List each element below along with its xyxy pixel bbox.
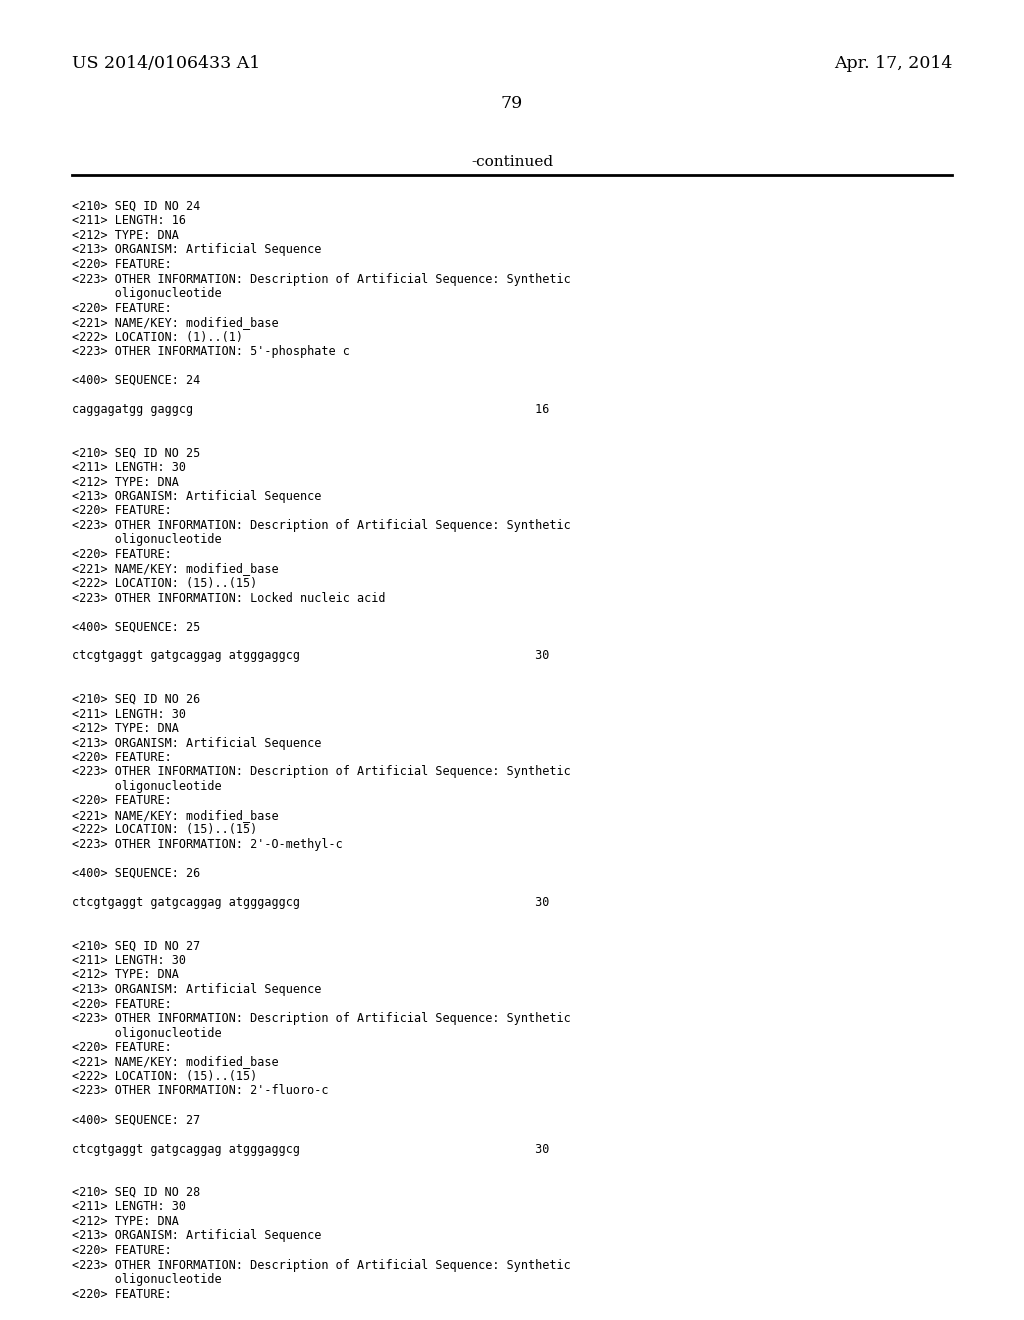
Text: <220> FEATURE:: <220> FEATURE: [72, 301, 172, 314]
Text: <211> LENGTH: 30: <211> LENGTH: 30 [72, 954, 186, 968]
Text: <213> ORGANISM: Artificial Sequence: <213> ORGANISM: Artificial Sequence [72, 737, 322, 750]
Text: <223> OTHER INFORMATION: 2'-O-methyl-c: <223> OTHER INFORMATION: 2'-O-methyl-c [72, 838, 343, 851]
Text: <400> SEQUENCE: 25: <400> SEQUENCE: 25 [72, 620, 201, 634]
Text: <211> LENGTH: 16: <211> LENGTH: 16 [72, 214, 186, 227]
Text: <223> OTHER INFORMATION: Description of Artificial Sequence: Synthetic: <223> OTHER INFORMATION: Description of … [72, 272, 570, 285]
Text: <221> NAME/KEY: modified_base: <221> NAME/KEY: modified_base [72, 1056, 279, 1068]
Text: <221> NAME/KEY: modified_base: <221> NAME/KEY: modified_base [72, 315, 279, 329]
Text: <220> FEATURE:: <220> FEATURE: [72, 795, 172, 808]
Text: <210> SEQ ID NO 26: <210> SEQ ID NO 26 [72, 693, 201, 706]
Text: <221> NAME/KEY: modified_base: <221> NAME/KEY: modified_base [72, 562, 279, 576]
Text: <221> NAME/KEY: modified_base: <221> NAME/KEY: modified_base [72, 809, 279, 822]
Text: oligonucleotide: oligonucleotide [72, 533, 221, 546]
Text: <400> SEQUENCE: 27: <400> SEQUENCE: 27 [72, 1114, 201, 1126]
Text: <211> LENGTH: 30: <211> LENGTH: 30 [72, 1200, 186, 1213]
Text: <210> SEQ ID NO 28: <210> SEQ ID NO 28 [72, 1185, 201, 1199]
Text: 79: 79 [501, 95, 523, 112]
Text: ctcgtgaggt gatgcaggag atgggaggcg                                 30: ctcgtgaggt gatgcaggag atgggaggcg 30 [72, 649, 549, 663]
Text: <212> TYPE: DNA: <212> TYPE: DNA [72, 969, 179, 982]
Text: <211> LENGTH: 30: <211> LENGTH: 30 [72, 461, 186, 474]
Text: <220> FEATURE:: <220> FEATURE: [72, 1041, 172, 1053]
Text: <222> LOCATION: (15)..(15): <222> LOCATION: (15)..(15) [72, 577, 257, 590]
Text: <220> FEATURE:: <220> FEATURE: [72, 504, 172, 517]
Text: <210> SEQ ID NO 24: <210> SEQ ID NO 24 [72, 201, 201, 213]
Text: <212> TYPE: DNA: <212> TYPE: DNA [72, 228, 179, 242]
Text: ctcgtgaggt gatgcaggag atgggaggcg                                 30: ctcgtgaggt gatgcaggag atgggaggcg 30 [72, 896, 549, 909]
Text: <211> LENGTH: 30: <211> LENGTH: 30 [72, 708, 186, 721]
Text: <210> SEQ ID NO 27: <210> SEQ ID NO 27 [72, 940, 201, 953]
Text: <212> TYPE: DNA: <212> TYPE: DNA [72, 475, 179, 488]
Text: <213> ORGANISM: Artificial Sequence: <213> ORGANISM: Artificial Sequence [72, 490, 322, 503]
Text: <223> OTHER INFORMATION: Locked nucleic acid: <223> OTHER INFORMATION: Locked nucleic … [72, 591, 385, 605]
Text: <213> ORGANISM: Artificial Sequence: <213> ORGANISM: Artificial Sequence [72, 243, 322, 256]
Text: <223> OTHER INFORMATION: Description of Artificial Sequence: Synthetic: <223> OTHER INFORMATION: Description of … [72, 1258, 570, 1271]
Text: oligonucleotide: oligonucleotide [72, 1272, 221, 1286]
Text: <213> ORGANISM: Artificial Sequence: <213> ORGANISM: Artificial Sequence [72, 983, 322, 997]
Text: <220> FEATURE:: <220> FEATURE: [72, 257, 172, 271]
Text: <223> OTHER INFORMATION: 2'-fluoro-c: <223> OTHER INFORMATION: 2'-fluoro-c [72, 1085, 329, 1097]
Text: Apr. 17, 2014: Apr. 17, 2014 [834, 55, 952, 73]
Text: <220> FEATURE:: <220> FEATURE: [72, 751, 172, 764]
Text: <222> LOCATION: (15)..(15): <222> LOCATION: (15)..(15) [72, 1071, 257, 1082]
Text: <222> LOCATION: (15)..(15): <222> LOCATION: (15)..(15) [72, 824, 257, 837]
Text: <400> SEQUENCE: 26: <400> SEQUENCE: 26 [72, 867, 201, 880]
Text: oligonucleotide: oligonucleotide [72, 286, 221, 300]
Text: <220> FEATURE:: <220> FEATURE: [72, 1243, 172, 1257]
Text: <223> OTHER INFORMATION: Description of Artificial Sequence: Synthetic: <223> OTHER INFORMATION: Description of … [72, 1012, 570, 1026]
Text: <220> FEATURE:: <220> FEATURE: [72, 548, 172, 561]
Text: US 2014/0106433 A1: US 2014/0106433 A1 [72, 55, 260, 73]
Text: <213> ORGANISM: Artificial Sequence: <213> ORGANISM: Artificial Sequence [72, 1229, 322, 1242]
Text: <220> FEATURE:: <220> FEATURE: [72, 998, 172, 1011]
Text: <222> LOCATION: (1)..(1): <222> LOCATION: (1)..(1) [72, 330, 243, 343]
Text: ctcgtgaggt gatgcaggag atgggaggcg                                 30: ctcgtgaggt gatgcaggag atgggaggcg 30 [72, 1143, 549, 1155]
Text: <212> TYPE: DNA: <212> TYPE: DNA [72, 1214, 179, 1228]
Text: <223> OTHER INFORMATION: Description of Artificial Sequence: Synthetic: <223> OTHER INFORMATION: Description of … [72, 519, 570, 532]
Text: <223> OTHER INFORMATION: Description of Artificial Sequence: Synthetic: <223> OTHER INFORMATION: Description of … [72, 766, 570, 779]
Text: <220> FEATURE:: <220> FEATURE: [72, 1287, 172, 1300]
Text: oligonucleotide: oligonucleotide [72, 1027, 221, 1040]
Text: caggagatgg gaggcg                                                16: caggagatgg gaggcg 16 [72, 403, 549, 416]
Text: -continued: -continued [471, 154, 553, 169]
Text: <212> TYPE: DNA: <212> TYPE: DNA [72, 722, 179, 735]
Text: oligonucleotide: oligonucleotide [72, 780, 221, 793]
Text: <210> SEQ ID NO 25: <210> SEQ ID NO 25 [72, 446, 201, 459]
Text: <223> OTHER INFORMATION: 5'-phosphate c: <223> OTHER INFORMATION: 5'-phosphate c [72, 345, 350, 358]
Text: <400> SEQUENCE: 24: <400> SEQUENCE: 24 [72, 374, 201, 387]
